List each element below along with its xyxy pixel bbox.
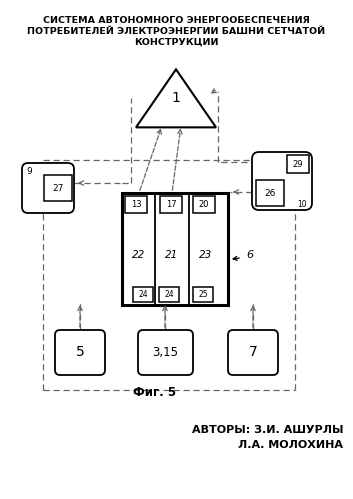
Text: 9: 9	[26, 167, 32, 176]
Text: 21: 21	[165, 250, 179, 259]
Bar	[287, 155, 309, 173]
Text: 7: 7	[249, 345, 257, 359]
Bar	[193, 196, 215, 213]
Bar	[160, 196, 182, 213]
Bar	[193, 287, 213, 302]
Text: Л.А. МОЛОХИНА: Л.А. МОЛОХИНА	[238, 440, 343, 450]
Text: 29: 29	[293, 160, 303, 169]
Text: ПОТРЕБИТЕЛЕЙ ЭЛЕКТРОЭНЕРГИИ БАШНИ СЕТЧАТОЙ: ПОТРЕБИТЕЛЕЙ ЭЛЕКТРОЭНЕРГИИ БАШНИ СЕТЧАТ…	[27, 26, 325, 35]
Polygon shape	[136, 69, 216, 127]
Bar	[133, 287, 153, 302]
Text: 27: 27	[52, 184, 64, 193]
Text: 1: 1	[172, 91, 180, 105]
Text: 20: 20	[199, 200, 209, 209]
Text: СИСТЕМА АВТОНОМНОГО ЭНЕРГООБЕСПЕЧЕНИЯ: СИСТЕМА АВТОНОМНОГО ЭНЕРГООБЕСПЕЧЕНИЯ	[43, 15, 310, 24]
Text: АВТОРЫ: З.И. АШУРЛЫ: АВТОРЫ: З.И. АШУРЛЫ	[191, 425, 343, 435]
Bar	[159, 287, 179, 302]
Bar	[125, 196, 147, 213]
FancyBboxPatch shape	[228, 330, 278, 375]
Text: 24: 24	[164, 290, 174, 299]
Text: 23: 23	[199, 250, 213, 259]
Text: 26: 26	[264, 189, 276, 198]
FancyBboxPatch shape	[138, 330, 193, 375]
Bar	[122, 193, 228, 305]
Text: 25: 25	[198, 290, 208, 299]
FancyBboxPatch shape	[22, 163, 74, 213]
Text: 13: 13	[131, 200, 141, 209]
FancyBboxPatch shape	[55, 330, 105, 375]
Text: 22: 22	[132, 250, 146, 259]
Text: 17: 17	[166, 200, 176, 209]
FancyBboxPatch shape	[252, 152, 312, 210]
Text: 10: 10	[297, 200, 307, 209]
Text: 3,15: 3,15	[152, 346, 179, 359]
Text: 24: 24	[138, 290, 148, 299]
Text: Фиг. 5: Фиг. 5	[133, 386, 176, 399]
Bar	[44, 175, 72, 201]
Text: 6: 6	[246, 250, 253, 259]
Text: 5: 5	[76, 345, 84, 359]
Text: КОНСТРУКЦИИ: КОНСТРУКЦИИ	[134, 37, 218, 46]
Bar	[256, 180, 284, 206]
